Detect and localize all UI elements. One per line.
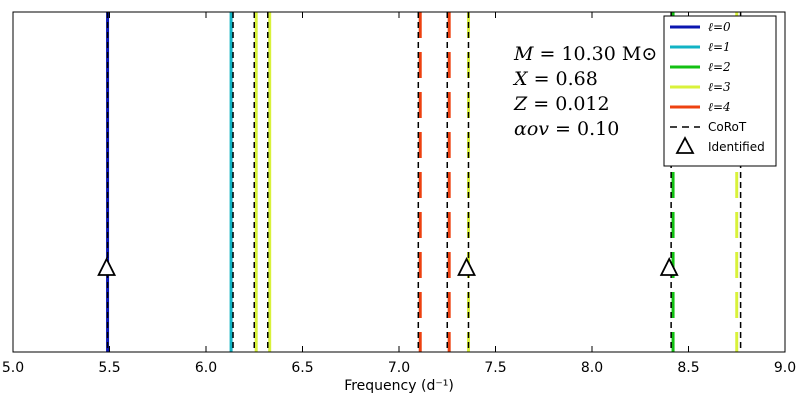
- x-tick-label: 6.5: [291, 360, 313, 376]
- x-tick-label: 5.0: [2, 360, 24, 376]
- identified-triangle-marker: [97, 256, 117, 276]
- corot-lines-group: [106, 12, 742, 352]
- x-tick-label: 8.5: [677, 360, 699, 376]
- x-axis-ticks-group: 5.0 5.5 6.0 6.5 7.0 7.5 8.0 8.5 9.0: [2, 12, 796, 376]
- legend-swatch-triangle: [675, 136, 695, 154]
- x-tick-label: 7.5: [484, 360, 506, 376]
- legend-label: ℓ=4: [708, 100, 731, 114]
- x-axis-label-text: Frequency (d⁻¹): [344, 378, 454, 394]
- identified-triangle-marker: [457, 256, 477, 276]
- x-tick-label: 8.0: [581, 360, 603, 376]
- x-axis-label: Frequency (d⁻¹): [344, 378, 454, 394]
- model-parameters: M = 10.30 M⊙ X = 0.68 Z = 0.012 αov = 0.10: [512, 43, 657, 140]
- legend-label: ℓ=1: [708, 40, 731, 54]
- parameter-line: M = 10.30 M⊙: [513, 43, 657, 65]
- plot-area: [13, 12, 785, 352]
- x-tick-label: 7.0: [388, 360, 410, 376]
- identified-markers-group: [97, 256, 679, 276]
- parameter-line: X = 0.68: [512, 68, 598, 90]
- legend-label: ℓ=2: [708, 60, 731, 74]
- legend-label: Identified: [708, 140, 765, 154]
- parameter-line: αov = 0.10: [514, 118, 619, 140]
- x-tick-label: 6.0: [195, 360, 217, 376]
- legend-label: ℓ=3: [708, 80, 731, 94]
- legend-label: ℓ=0: [708, 20, 731, 34]
- parameter-line: Z = 0.012: [513, 93, 610, 115]
- identified-triangle-marker: [659, 256, 679, 276]
- legend: ℓ=0 ℓ=1 ℓ=2 ℓ=3 ℓ=4 CoRoT Identified: [663, 15, 777, 167]
- x-tick-label: 5.5: [98, 360, 120, 376]
- x-tick-label: 9.0: [774, 360, 796, 376]
- legend-label: CoRoT: [708, 120, 747, 134]
